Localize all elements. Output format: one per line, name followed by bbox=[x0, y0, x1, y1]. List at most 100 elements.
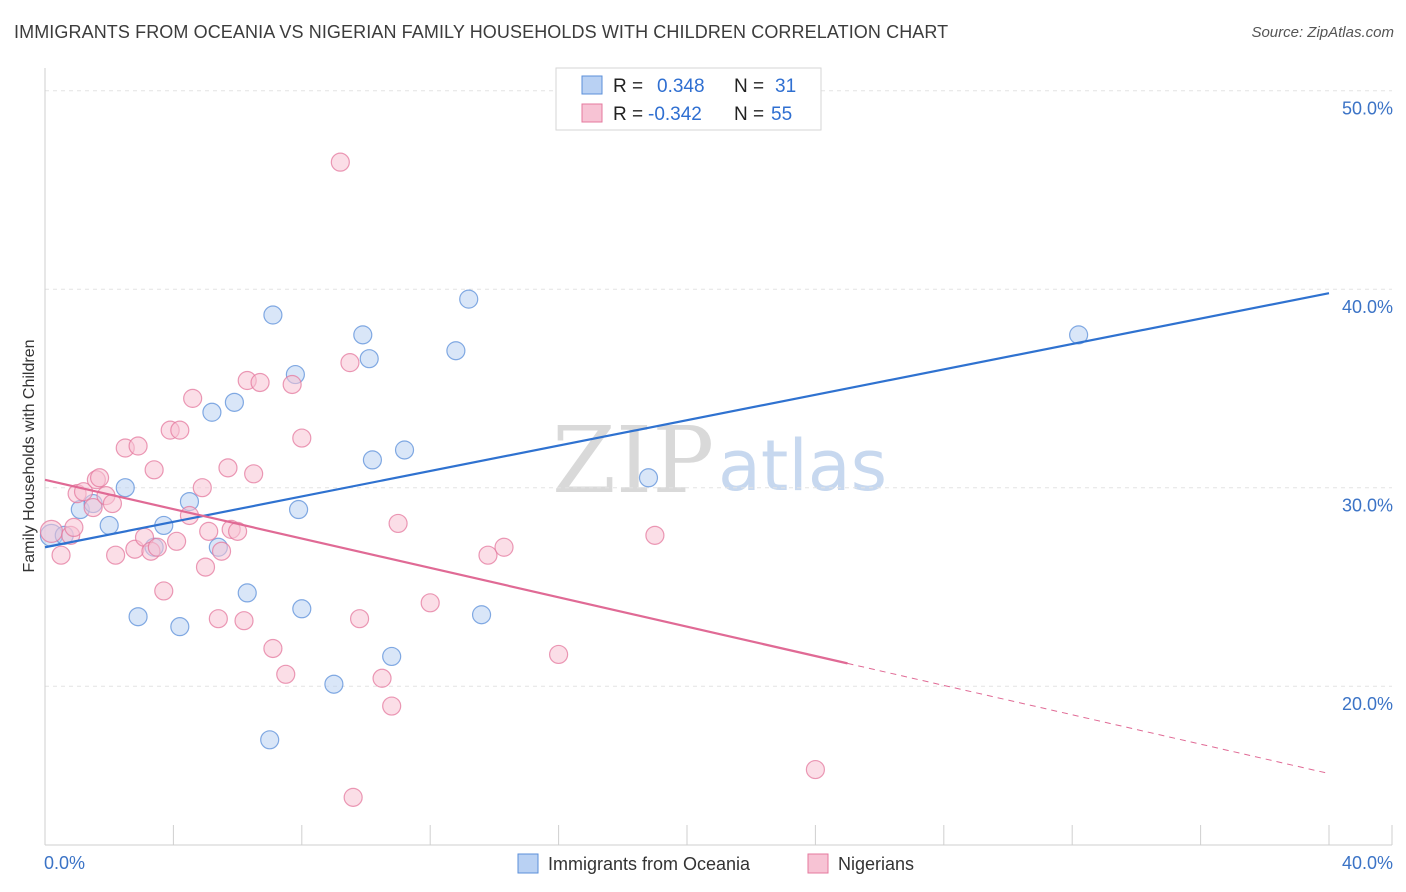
nigerians-point-50 bbox=[494, 537, 514, 557]
nigerians-point-18 bbox=[147, 537, 167, 557]
oceania-point-29 bbox=[638, 468, 659, 488]
y-tick-label-40: 40.0% bbox=[1342, 297, 1393, 317]
nigerians-point-24 bbox=[183, 388, 203, 408]
legend-r-label-oceania: R = bbox=[613, 76, 643, 97]
x-tick-label-max: 40.0% bbox=[1342, 853, 1393, 873]
nigerians-point-17 bbox=[144, 460, 164, 480]
nigerians-point-38 bbox=[276, 664, 296, 684]
chart-title: IMMIGRANTS FROM OCEANIA VS NIGERIAN FAMI… bbox=[14, 22, 949, 42]
nigerians-point-23 bbox=[179, 505, 200, 526]
nigerians-point-14 bbox=[128, 436, 148, 456]
watermark-zip: ZIP bbox=[552, 407, 714, 514]
y-tick-label-20: 20.0% bbox=[1342, 694, 1393, 714]
legend-n-label-oceania: N = bbox=[734, 76, 764, 97]
nigerians-point-29 bbox=[211, 541, 232, 561]
nigerians-point-21 bbox=[167, 531, 187, 551]
nigerians-point-40 bbox=[292, 428, 312, 448]
nigerians-point-30 bbox=[218, 458, 238, 478]
nigerians-point-1 bbox=[51, 545, 71, 565]
nigerians-point-51 bbox=[548, 644, 569, 665]
oceania-trend-line bbox=[44, 292, 1330, 549]
nigerians-point-0 bbox=[39, 519, 64, 543]
oceania-point-23 bbox=[362, 450, 383, 470]
legend-r-label-nigerians: R = bbox=[613, 104, 643, 125]
gridlines bbox=[45, 90, 1392, 687]
nigerians-point-33 bbox=[234, 611, 254, 631]
nigerians-point-8 bbox=[89, 468, 110, 488]
nigerians-point-42 bbox=[340, 353, 360, 373]
oceania-point-18 bbox=[288, 499, 309, 520]
bottom-legend-label-nigerians: Nigerians bbox=[838, 854, 914, 874]
nigerians-point-6 bbox=[83, 497, 103, 518]
nigerians-point-44 bbox=[349, 609, 370, 629]
nigerians-point-35 bbox=[244, 464, 264, 484]
watermark-atlas: atlas bbox=[718, 425, 887, 507]
nigerians-point-27 bbox=[199, 521, 219, 541]
oceania-point-24 bbox=[382, 646, 402, 667]
oceania-point-11 bbox=[202, 402, 222, 422]
oceania-point-20 bbox=[324, 674, 344, 694]
chart-source: Source: ZipAtlas.com bbox=[1251, 24, 1394, 41]
x-axis-ticks bbox=[44, 825, 1393, 845]
x-tick-label-min: 0.0% bbox=[44, 853, 85, 873]
nigerians-point-25 bbox=[192, 478, 212, 498]
correlation-legend: R = 0.348 N = 31 R = -0.342 N = 55 bbox=[555, 67, 822, 131]
bottom-legend-swatch-nigerians bbox=[807, 853, 829, 874]
oceania-point-6 bbox=[128, 607, 148, 627]
legend-r-value-nigerians: -0.342 bbox=[648, 104, 702, 125]
legend-swatch-nigerians bbox=[581, 103, 603, 123]
nigerians-point-28 bbox=[208, 609, 228, 629]
oceania-point-28 bbox=[471, 605, 492, 625]
legend-r-value-oceania: 0.348 bbox=[657, 76, 705, 97]
oceania-point-16 bbox=[263, 305, 283, 325]
watermark: ZIP atlas bbox=[552, 407, 887, 514]
bottom-legend-swatch-oceania bbox=[517, 853, 539, 874]
oceania-point-19 bbox=[292, 599, 312, 619]
oceania-point-26 bbox=[446, 341, 466, 361]
nigerians-point-26 bbox=[195, 557, 216, 577]
y-axis-title: Family Households with Children bbox=[21, 340, 38, 573]
trend-lines bbox=[44, 292, 1330, 775]
oceania-point-21 bbox=[353, 325, 373, 345]
nigerians-point-52 bbox=[645, 525, 665, 545]
nigerians-point-48 bbox=[420, 593, 440, 613]
nigerians-point-49 bbox=[478, 545, 498, 565]
oceania-point-9 bbox=[170, 617, 190, 637]
oceania-point-27 bbox=[459, 289, 479, 309]
nigerians-trend-line bbox=[44, 478, 848, 665]
legend-n-value-oceania: 31 bbox=[775, 76, 796, 97]
nigerians-point-36 bbox=[250, 372, 270, 393]
nigerians-point-32 bbox=[228, 521, 248, 541]
nigerians-point-46 bbox=[382, 696, 402, 716]
legend-swatch-oceania bbox=[581, 75, 603, 95]
oceania-point-4 bbox=[99, 515, 119, 536]
nigerians-trend-line-extension bbox=[847, 662, 1330, 775]
legend-n-label-nigerians: N = bbox=[734, 104, 764, 125]
nigerians-point-41 bbox=[330, 152, 350, 172]
nigerians-point-19 bbox=[154, 581, 174, 601]
nigerians-point-22 bbox=[170, 420, 190, 440]
bottom-legend-label-oceania: Immigrants from Oceania bbox=[548, 854, 751, 874]
legend-n-value-nigerians: 55 bbox=[771, 104, 792, 125]
oceania-point-5 bbox=[115, 478, 135, 498]
y-tick-label-50: 50.0% bbox=[1342, 99, 1393, 119]
y-tick-label-30: 30.0% bbox=[1342, 496, 1393, 516]
oceania-point-14 bbox=[237, 583, 257, 603]
oceania-point-30 bbox=[1069, 325, 1089, 345]
nigerians-point-45 bbox=[372, 668, 392, 688]
nigerians-point-3 bbox=[64, 517, 84, 538]
oceania-point-25 bbox=[394, 440, 415, 460]
nigerians-point-43 bbox=[343, 787, 363, 807]
nigerians-point-39 bbox=[282, 374, 302, 395]
nigerians-point-37 bbox=[263, 638, 283, 659]
oceania-point-13 bbox=[224, 392, 244, 412]
oceania-point-22 bbox=[359, 349, 379, 369]
series-nigerians-points bbox=[39, 152, 826, 807]
nigerians-point-11 bbox=[106, 545, 126, 565]
nigerians-point-47 bbox=[388, 513, 408, 534]
oceania-point-15 bbox=[260, 730, 280, 750]
series-legend: Immigrants from Oceania Nigerians bbox=[517, 853, 914, 874]
y-axis-tick-labels: 20.0% 30.0% 40.0% 50.0% bbox=[1342, 99, 1393, 715]
nigerians-point-53 bbox=[805, 759, 826, 780]
